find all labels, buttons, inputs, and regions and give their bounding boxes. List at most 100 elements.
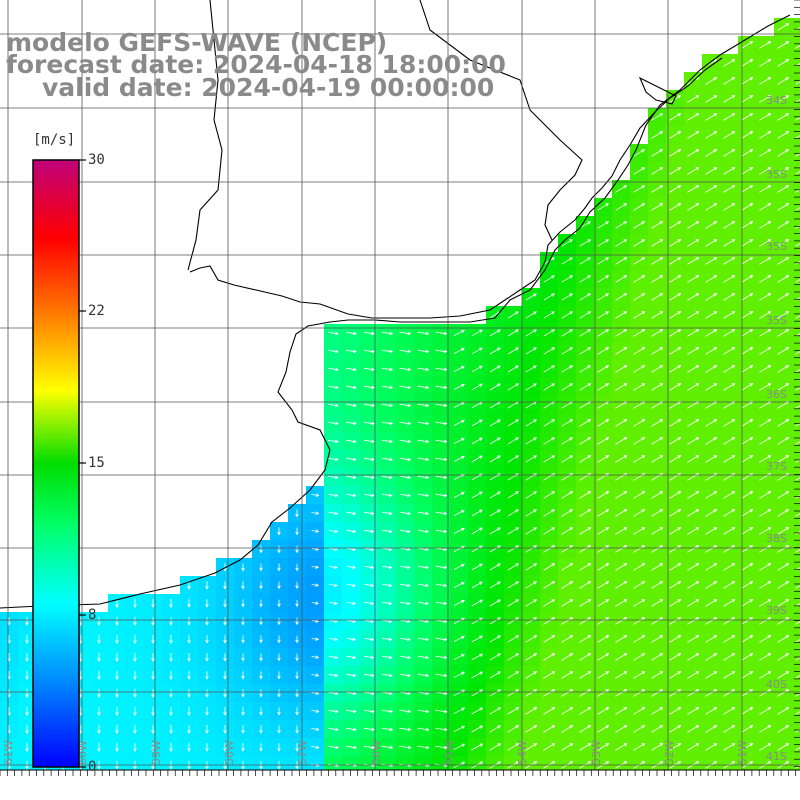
wind-vector-arrow — [151, 706, 155, 716]
wind-cell — [792, 756, 800, 770]
wind-vector-arrow — [759, 383, 772, 391]
wind-vector-arrow — [382, 547, 393, 552]
wind-vector-arrow — [669, 221, 682, 229]
wind-vector-arrow — [399, 727, 412, 732]
wind-vector-arrow — [597, 707, 610, 715]
longitude-label: 52W — [663, 740, 676, 765]
wind-vector-arrow — [525, 545, 538, 553]
wind-vector-arrow — [651, 563, 664, 571]
wind-vector-arrow — [615, 743, 628, 751]
longitude-label: 61W — [2, 740, 15, 765]
wind-vector-arrow — [417, 583, 429, 588]
wind-vector-arrow — [259, 653, 263, 662]
river-plate-upper-coast — [189, 57, 723, 319]
wind-vector-arrow — [151, 635, 155, 644]
wind-vector-arrow — [759, 185, 772, 193]
wind-cell — [792, 360, 800, 378]
wind-vector-arrow — [651, 689, 664, 697]
wind-vector-arrow — [471, 671, 484, 679]
wind-vector-arrow — [795, 153, 800, 157]
wind-vector-arrow — [561, 599, 574, 607]
wind-vector-arrow — [615, 725, 628, 733]
wind-vector-arrow — [223, 743, 227, 752]
wind-vector-arrow — [471, 455, 483, 463]
wind-vector-arrow — [525, 419, 538, 427]
wind-vector-arrow — [561, 725, 574, 733]
wind-vector-arrow — [633, 221, 646, 229]
wind-vector-arrow — [507, 383, 519, 391]
wind-vector-arrow — [543, 455, 556, 463]
wind-vector-arrow — [435, 547, 448, 552]
wind-cell — [792, 612, 800, 630]
wind-vector-arrow — [295, 671, 299, 680]
wind-vector-arrow — [687, 329, 700, 337]
wind-vector-arrow — [543, 311, 555, 319]
wind-vector-arrow — [669, 203, 682, 211]
wind-vector-arrow — [382, 601, 393, 606]
wind-vector-arrow — [597, 581, 610, 589]
wind-vector-arrow — [579, 239, 592, 247]
wind-cell — [792, 666, 800, 684]
wind-vector-arrow — [723, 59, 736, 67]
wind-vector-arrow — [328, 709, 339, 714]
wind-vector-arrow — [777, 41, 790, 49]
wind-vector-arrow — [381, 403, 394, 408]
wind-vector-arrow — [795, 441, 800, 445]
wind-vector-arrow — [399, 655, 411, 660]
wind-vector-arrow — [346, 529, 357, 534]
wind-vector-arrow — [311, 727, 320, 731]
wind-vector-arrow — [651, 599, 664, 607]
wind-vector-arrow — [507, 725, 520, 733]
wind-vector-arrow — [795, 675, 800, 679]
wind-vector-arrow — [381, 691, 393, 696]
colorbar-tick-0: 0 — [88, 759, 97, 775]
wind-cell — [792, 702, 800, 720]
wind-cell — [468, 756, 486, 770]
wind-vector-arrow — [561, 545, 574, 553]
wind-vector-arrow — [759, 635, 772, 643]
wind-vector-arrow — [633, 689, 646, 697]
wind-vector-arrow — [223, 653, 227, 662]
wind-vector-arrow — [277, 617, 281, 626]
wind-vector-arrow — [525, 743, 538, 751]
wind-vector-arrow — [543, 437, 556, 445]
wind-vector-arrow — [489, 671, 502, 679]
wind-vector-arrow — [525, 563, 538, 571]
wind-vector-arrow — [223, 707, 227, 716]
wind-vector-arrow — [741, 365, 754, 373]
wind-vector-arrow — [615, 257, 628, 265]
wind-vector-arrow — [687, 131, 700, 139]
wind-vector-arrow — [363, 403, 376, 408]
wind-vector-arrow — [651, 491, 664, 499]
wind-vector-arrow — [795, 711, 800, 715]
colorbar-unit: [m/s] — [33, 132, 76, 148]
wind-vector-arrow — [187, 635, 191, 644]
wind-vector-arrow — [651, 671, 664, 679]
wind-cell — [792, 594, 800, 612]
wind-vector-arrow — [205, 617, 209, 626]
wind-vector-arrow — [687, 293, 700, 301]
wind-vector-arrow — [241, 599, 245, 608]
wind-vector-arrow — [795, 513, 800, 517]
wind-vector-arrow — [435, 583, 448, 588]
wind-vector-arrow — [561, 563, 574, 571]
wind-vector-arrow — [471, 347, 483, 355]
wind-vector-arrow — [759, 149, 772, 157]
wind-vector-arrow — [435, 655, 448, 660]
wind-vector-arrow — [417, 349, 430, 354]
wind-vector-arrow — [615, 383, 628, 391]
wind-vector-arrow — [525, 725, 538, 733]
wind-vector-arrow — [723, 707, 736, 715]
wind-cell — [792, 90, 800, 108]
title-forecast-date: forecast date: 2024-04-18 18:00:00 — [6, 50, 506, 79]
wind-vector-arrow — [669, 365, 682, 373]
wind-vector-arrow — [741, 41, 754, 49]
wind-vector-arrow — [705, 527, 718, 535]
wind-vector-arrow — [277, 689, 281, 698]
wind-vector-arrow — [597, 689, 610, 697]
wind-vector-arrow — [705, 329, 718, 337]
wind-vector-arrow — [723, 167, 736, 175]
wind-vector-arrow — [223, 617, 227, 626]
wind-vector-arrow — [525, 491, 538, 499]
wind-vector-arrow — [723, 671, 736, 679]
